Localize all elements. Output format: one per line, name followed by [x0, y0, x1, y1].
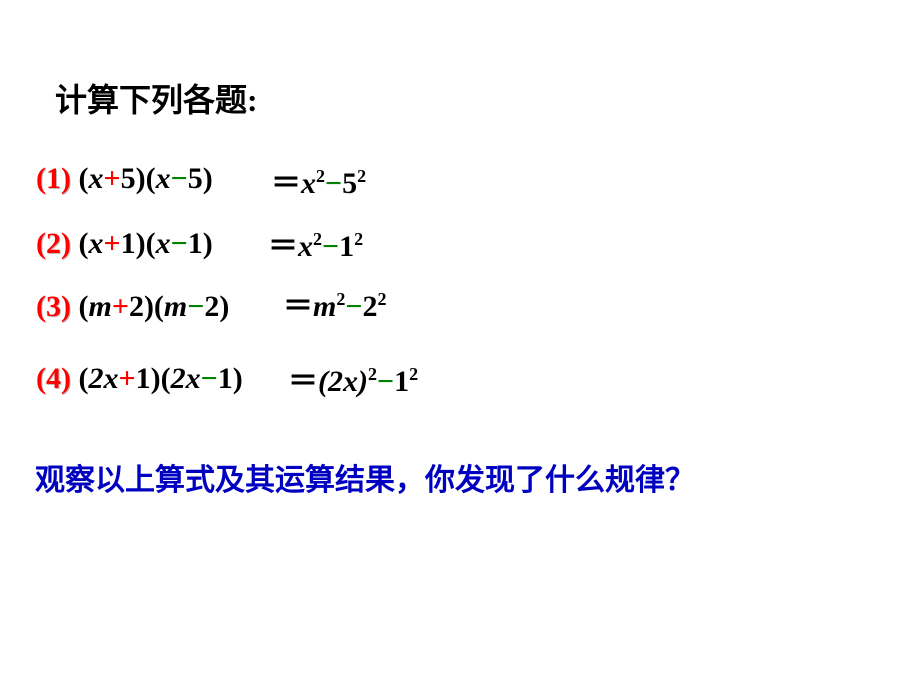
answer-box: ＝x2−52 — [263, 155, 459, 205]
line-expression: (2x+1)(2x−1) — [71, 362, 243, 395]
title-heading: 计算下列各题: — [55, 75, 258, 121]
line-number: (4) — [36, 362, 71, 395]
line-expression: (x+1)(x−1) — [71, 227, 213, 260]
answer-box: ＝m2−22 — [275, 278, 554, 328]
line-number: (3) — [36, 290, 71, 323]
equation-line: (1) (x+5)(x−5) — [36, 162, 213, 196]
equation-line: (3) (m+2)(m−2) — [36, 290, 229, 324]
question-prompt: 观察以上算式及其运算结果，你发现了什么规律？ — [35, 455, 695, 499]
equation-line: (2) (x+1)(x−1) — [36, 227, 213, 261]
answer-box: ＝(2x)2−12 — [280, 353, 539, 403]
line-expression: (x+5)(x−5) — [71, 162, 213, 195]
answer-box: ＝x2−12 — [260, 218, 524, 268]
slide: 计算下列各题: 观察以上算式及其运算结果，你发现了什么规律？ (1) (x+5)… — [0, 0, 920, 690]
line-number: (2) — [36, 227, 71, 260]
equation-line: (4) (2x+1)(2x−1) — [36, 362, 243, 396]
line-number: (1) — [36, 162, 71, 195]
line-expression: (m+2)(m−2) — [71, 290, 229, 323]
